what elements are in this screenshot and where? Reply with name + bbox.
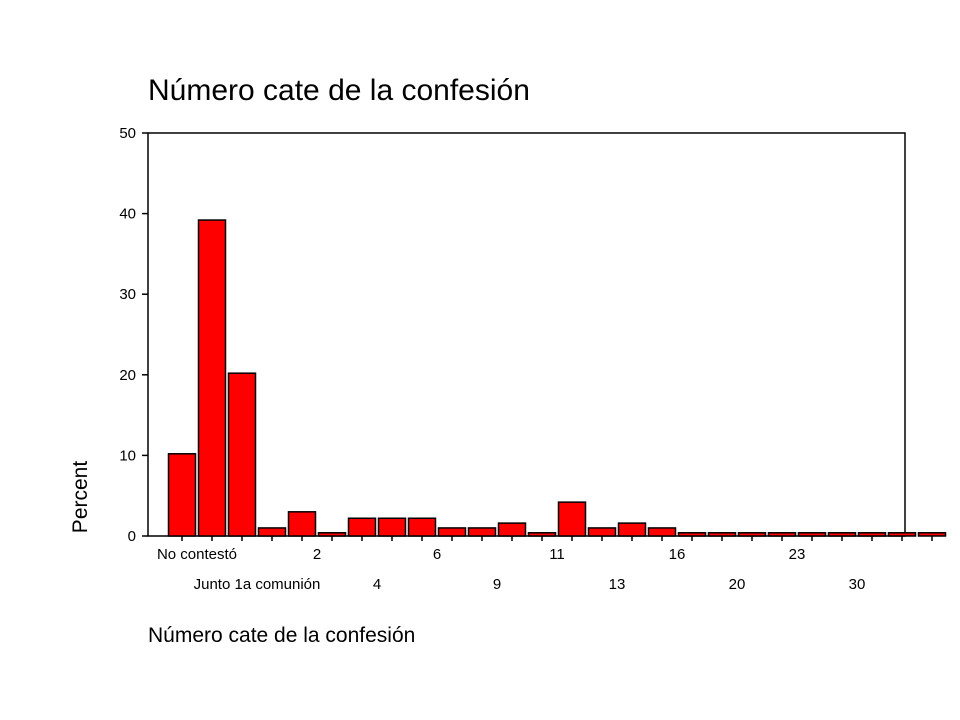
bar	[767, 532, 797, 537]
y-tick-label: 20	[119, 367, 136, 384]
bar	[887, 532, 917, 537]
bar	[347, 517, 377, 537]
x-tick-label: 30	[849, 576, 866, 593]
y-tick-label: 40	[119, 206, 136, 223]
bar	[827, 532, 857, 537]
x-tick-label: 20	[729, 576, 746, 593]
x-tick-label: Junto 1a comunión	[194, 576, 321, 593]
chart-title: Número cate de la confesión	[148, 74, 530, 107]
y-tick-label: 0	[128, 528, 136, 545]
bar	[797, 532, 827, 537]
x-tick-label: 11	[549, 546, 565, 563]
bar	[497, 522, 527, 537]
bar	[167, 453, 197, 537]
bar	[227, 372, 257, 537]
x-tick-label: 9	[493, 576, 501, 593]
x-axis-title: Número cate de la confesión	[148, 624, 416, 647]
bar	[437, 527, 467, 537]
bar	[257, 527, 287, 537]
y-tick-label: 50	[119, 125, 136, 142]
bar	[617, 522, 647, 537]
y-tick-label: 10	[119, 447, 136, 464]
bar	[917, 532, 947, 537]
bar	[317, 532, 347, 537]
bar	[407, 517, 437, 537]
bar	[677, 532, 707, 537]
bar	[287, 511, 317, 537]
x-axis: No contestó 2 6 11 16 23 Junto 1a comunión 4 9 13…	[157, 536, 933, 593]
x-tick-label: 6	[433, 546, 441, 563]
bar	[527, 532, 557, 537]
x-tick-label: 13	[609, 576, 626, 593]
bar	[377, 517, 407, 537]
x-tick-label: 16	[669, 546, 686, 563]
bar	[647, 527, 677, 537]
bar	[857, 532, 887, 537]
x-tick-label: 4	[373, 576, 381, 593]
bars	[167, 219, 947, 537]
y-axis: 0 10 20 30 40 50	[119, 125, 148, 545]
y-axis-label: Percent	[69, 461, 92, 534]
bar	[587, 527, 617, 537]
bar	[467, 527, 497, 537]
bar	[737, 532, 767, 537]
bar	[557, 501, 587, 537]
x-tick-label: 2	[313, 546, 321, 563]
x-tick-label: 23	[789, 546, 806, 563]
bar	[707, 532, 737, 537]
y-tick-label: 30	[119, 286, 136, 303]
x-tick-label: No contestó	[157, 546, 237, 563]
plot-frame	[147, 132, 906, 537]
bar	[197, 219, 227, 537]
